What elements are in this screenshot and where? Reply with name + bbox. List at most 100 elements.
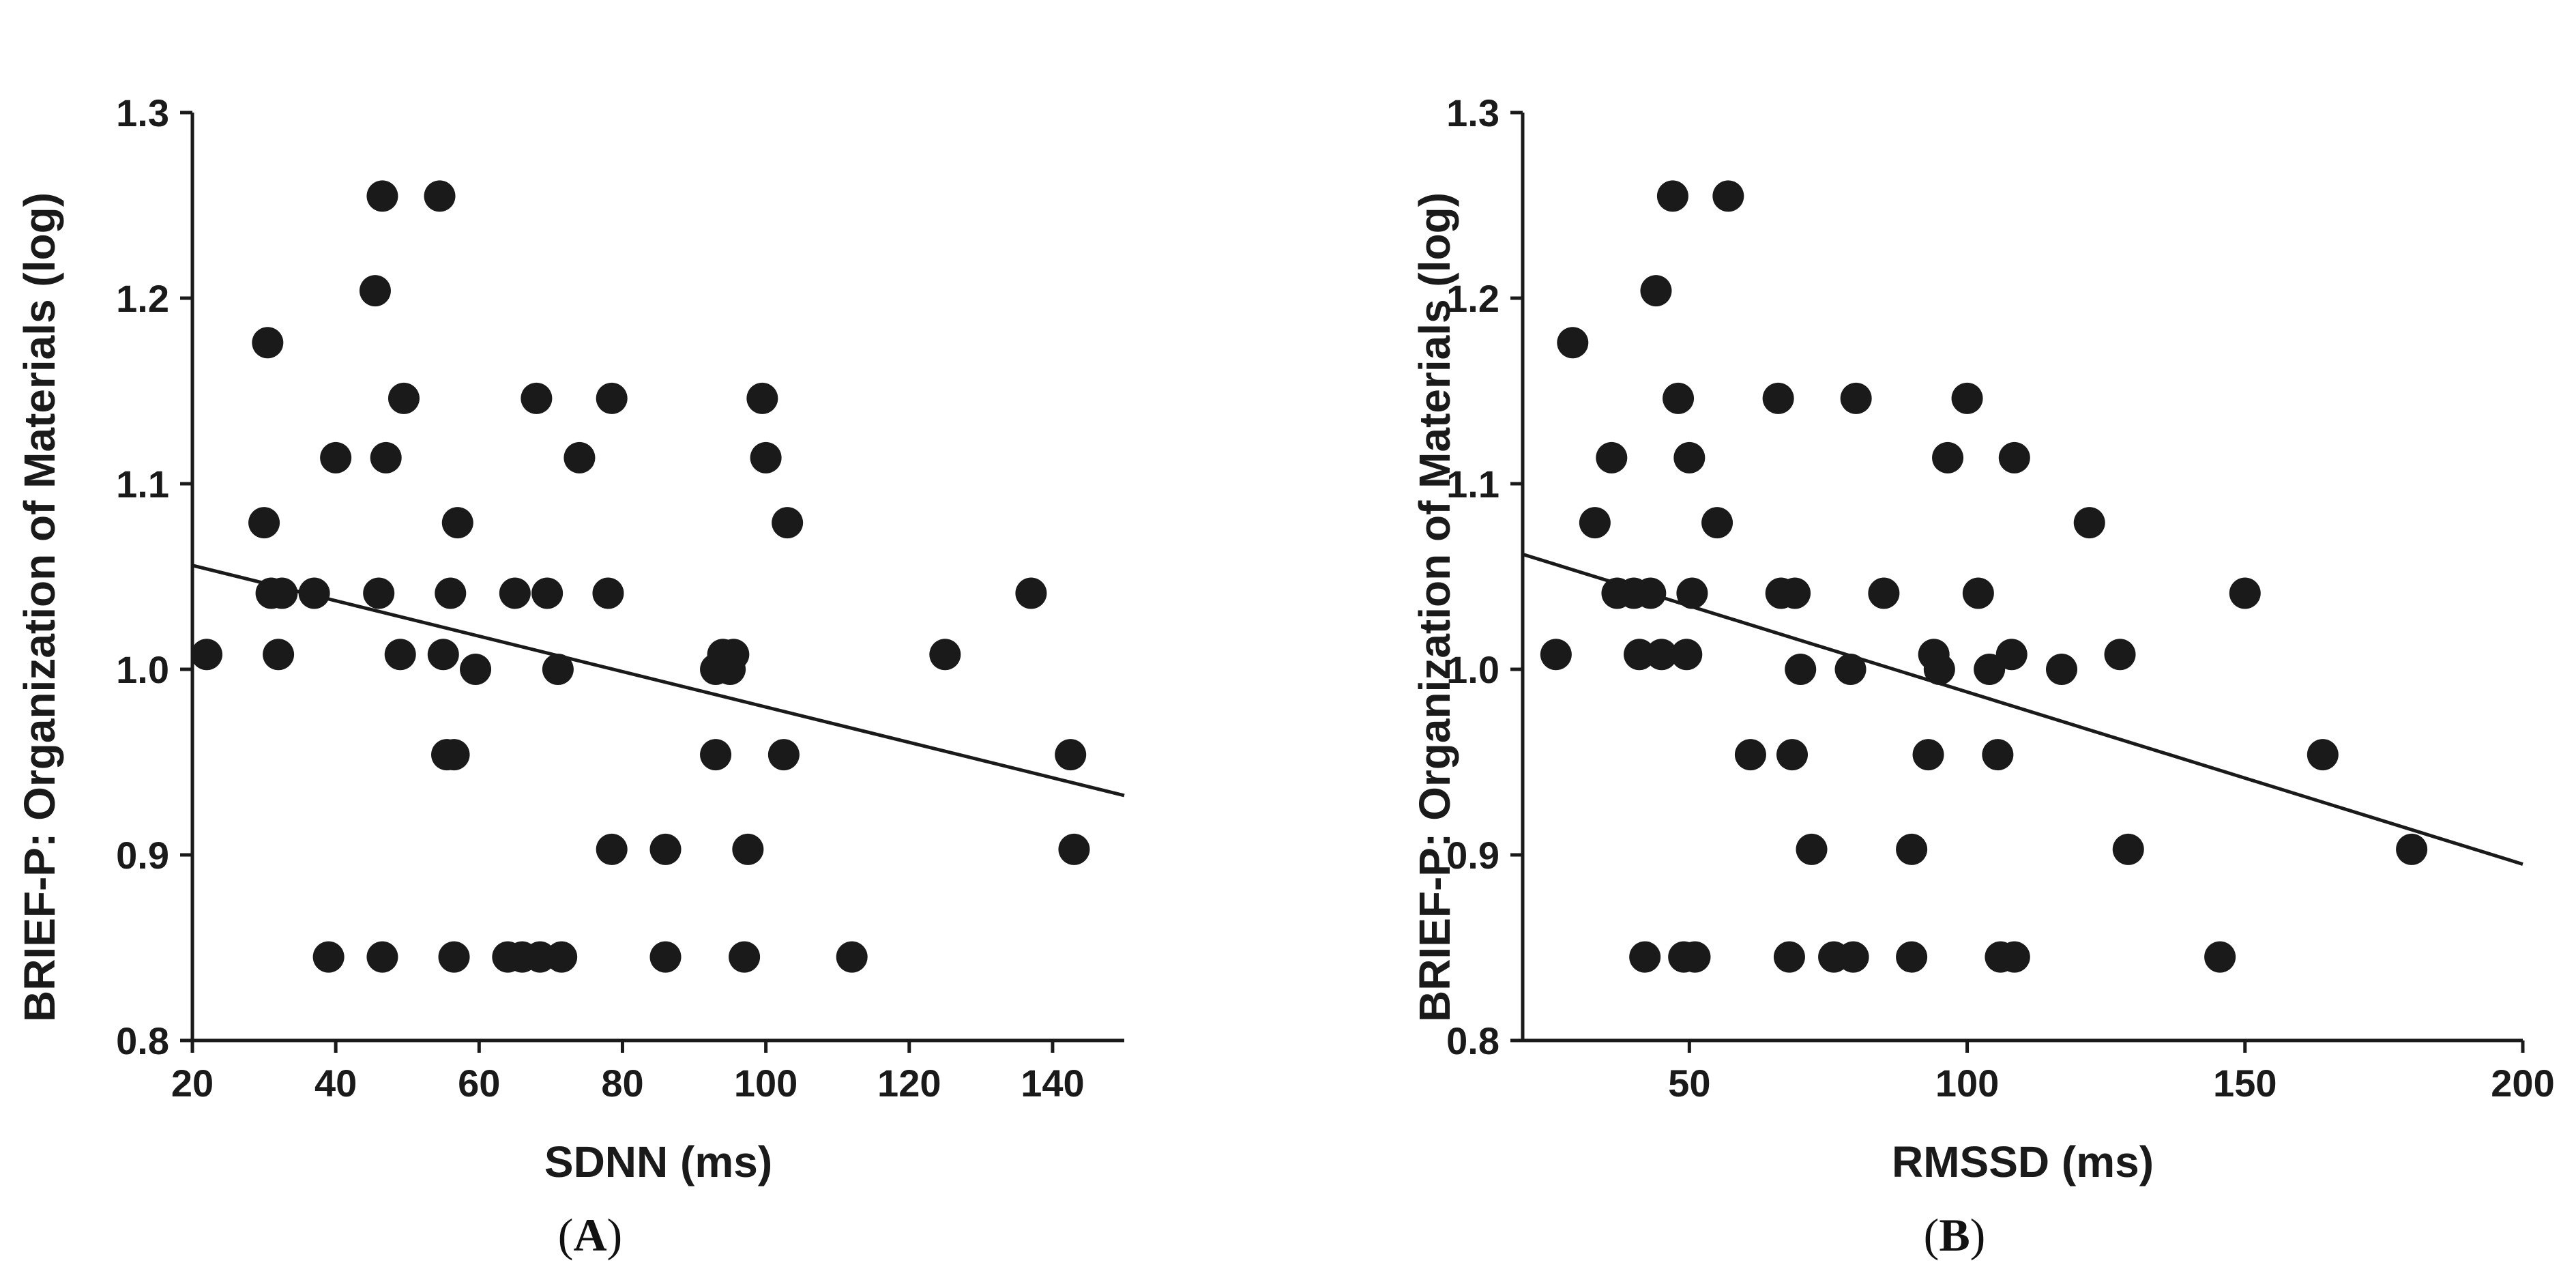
- data-point: [1932, 441, 1964, 474]
- data-point: [320, 441, 352, 474]
- y-tick-label: 1.1: [116, 463, 169, 506]
- data-point: [772, 507, 804, 539]
- y-tick-label: 1.0: [116, 648, 169, 691]
- data-point: [1773, 941, 1805, 973]
- data-point: [1676, 577, 1708, 609]
- x-tick-label: 80: [601, 1062, 643, 1105]
- x-tick-label: 60: [458, 1062, 500, 1105]
- data-point: [1834, 654, 1867, 685]
- data-point: [1645, 639, 1678, 671]
- data-point: [1923, 654, 1955, 685]
- data-point: [524, 941, 556, 973]
- data-point: [649, 833, 682, 865]
- data-point: [460, 654, 492, 685]
- panel-label-open: (: [558, 1209, 574, 1261]
- data-point: [427, 639, 459, 671]
- data-point: [746, 382, 778, 414]
- x-tick-label: 50: [1668, 1062, 1710, 1105]
- data-point: [1840, 382, 1872, 414]
- data-point: [542, 654, 574, 685]
- regression-line: [1522, 552, 2523, 866]
- data-point: [1734, 739, 1766, 771]
- data-point: [718, 639, 750, 671]
- panel-label-letter: A: [573, 1209, 606, 1261]
- regression-line: [192, 564, 1125, 798]
- data-point: [521, 382, 553, 414]
- data-point: [1679, 941, 1711, 973]
- data-point: [1998, 441, 2030, 474]
- y-tick-label: 0.8: [1446, 1019, 1499, 1062]
- data-point: [1962, 577, 1994, 609]
- data-point: [1596, 441, 1628, 474]
- y-tick-label: 1.0: [1446, 648, 1499, 691]
- data-point: [1624, 639, 1656, 671]
- data-point: [1557, 327, 1589, 359]
- data-point: [384, 639, 416, 671]
- data-point: [1995, 639, 2028, 671]
- data-point: [1712, 180, 1744, 212]
- x-axis-title: RMSSD (ms): [1892, 1137, 2154, 1186]
- y-tick-label: 1.3: [116, 91, 169, 134]
- data-point: [546, 941, 578, 973]
- data-point: [1982, 739, 2014, 771]
- data-point: [312, 941, 345, 973]
- data-point: [424, 180, 456, 212]
- data-point: [435, 577, 467, 609]
- panel-b: 0.8 0.9 1.0 1.1 1.2 1.3 50 100 150 200 RMSSD (ms) B…: [1410, 91, 2555, 1261]
- data-point: [387, 382, 420, 414]
- data-point: [1796, 833, 1828, 865]
- data-point: [359, 275, 391, 307]
- data-point: [1785, 654, 1817, 685]
- data-point: [263, 639, 295, 671]
- data-point: [1896, 833, 1928, 865]
- y-tick-label: 0.8: [116, 1019, 169, 1062]
- data-point: [1837, 941, 1869, 973]
- data-point: [1663, 382, 1695, 414]
- data-point: [1671, 639, 1703, 671]
- data-point: [366, 180, 398, 212]
- x-tick-label: 100: [734, 1062, 797, 1105]
- data-point: [1912, 739, 1944, 771]
- x-tick-label: 40: [314, 1062, 357, 1105]
- data-point: [596, 382, 628, 414]
- y-tick-label: 0.9: [116, 834, 169, 877]
- data-point: [767, 739, 800, 771]
- y-tick-label: 1.2: [116, 277, 169, 320]
- data-point: [732, 833, 764, 865]
- data-point: [531, 577, 564, 609]
- data-point: [266, 577, 298, 609]
- data-point: [2204, 941, 2236, 973]
- panel-label: (B): [1924, 1209, 1986, 1261]
- y-axis-title: BRIEF-P: Organization of Materials (log): [15, 192, 64, 1022]
- data-point: [1579, 507, 1611, 539]
- y-tick-label: 1.1: [1446, 463, 1499, 506]
- y-tick-label: 1.2: [1446, 277, 1499, 320]
- x-tick-label: 120: [877, 1062, 941, 1105]
- x-tick-label: 150: [2213, 1062, 2277, 1105]
- data-point: [592, 577, 624, 609]
- data-point: [1998, 941, 2030, 973]
- data-point: [750, 441, 782, 474]
- data-point: [248, 507, 280, 539]
- data-point: [564, 441, 596, 474]
- data-point: [1635, 577, 1667, 609]
- data-point: [2104, 639, 2136, 671]
- data-point: [2073, 507, 2105, 539]
- panel-label-open: (: [1924, 1209, 1940, 1261]
- data-point: [1776, 739, 1809, 771]
- x-tick-label: 200: [2491, 1062, 2554, 1105]
- x-tick-label: 100: [1935, 1062, 1999, 1105]
- data-point: [366, 941, 398, 973]
- data-point: [1951, 382, 1983, 414]
- data-point: [441, 507, 473, 539]
- data-point: [1673, 441, 1706, 474]
- panel-label-letter: B: [1939, 1209, 1970, 1261]
- data-point: [1058, 833, 1090, 865]
- data-point: [2112, 833, 2144, 865]
- data-point: [2396, 833, 2428, 865]
- data-point: [700, 739, 732, 771]
- y-axis-title: BRIEF-P: Organization of Materials (log): [1410, 192, 1459, 1022]
- x-tick-label: 140: [1021, 1062, 1084, 1105]
- data-point: [499, 577, 531, 609]
